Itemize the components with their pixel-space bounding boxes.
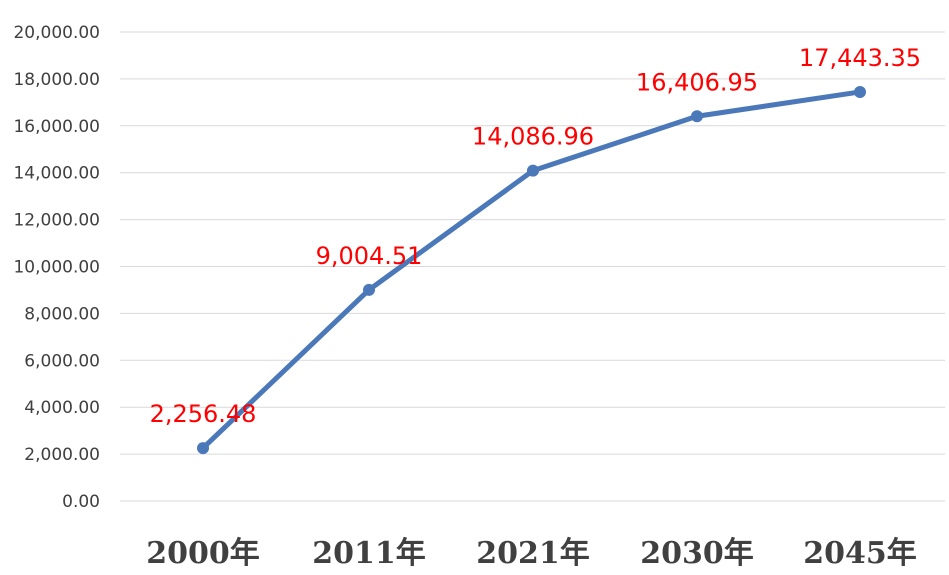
data-point bbox=[363, 283, 375, 296]
x-tick-label: 2030年 bbox=[640, 536, 754, 571]
y-tick-label: 8,000.00 bbox=[24, 304, 100, 324]
y-tick-label: 4,000.00 bbox=[24, 398, 100, 418]
y-tick-label: 20,000.00 bbox=[13, 23, 100, 43]
x-tick-label: 2021年 bbox=[476, 536, 590, 571]
series-line-group bbox=[197, 85, 866, 455]
data-label: 2,256.48 bbox=[150, 400, 257, 428]
x-tick-label: 2011年 bbox=[312, 536, 426, 571]
data-point bbox=[691, 110, 703, 123]
data-labels: 2,256.48 9,004.51 14,086.96 16,406.95 17,443… bbox=[150, 44, 922, 428]
y-tick-label: 2,000.00 bbox=[24, 445, 100, 465]
x-tick-label: 2000年 bbox=[146, 536, 260, 571]
gridlines bbox=[120, 31, 945, 502]
data-label: 14,086.96 bbox=[472, 123, 594, 151]
data-label: 16,406.95 bbox=[636, 68, 758, 96]
x-tick-label: 2045年 bbox=[803, 536, 917, 571]
data-point bbox=[854, 85, 866, 98]
y-tick-label: 14,000.00 bbox=[13, 164, 100, 184]
x-axis-ticks: 2000年 2011年 2021年 2030年 2045年 bbox=[146, 536, 917, 571]
y-tick-label: 12,000.00 bbox=[13, 211, 100, 231]
data-point bbox=[527, 164, 539, 177]
y-tick-label: 18,000.00 bbox=[13, 70, 100, 90]
data-label: 9,004.51 bbox=[316, 242, 423, 270]
y-axis-ticks: 0.00 2,000.00 4,000.00 6,000.00 8,000.00 10,0… bbox=[13, 23, 100, 512]
y-tick-label: 16,000.00 bbox=[13, 117, 100, 137]
data-label: 17,443.35 bbox=[799, 44, 921, 72]
y-tick-label: 10,000.00 bbox=[13, 258, 100, 278]
y-tick-label: 0.00 bbox=[62, 492, 100, 512]
data-point bbox=[197, 442, 209, 455]
y-tick-label: 6,000.00 bbox=[24, 351, 100, 371]
